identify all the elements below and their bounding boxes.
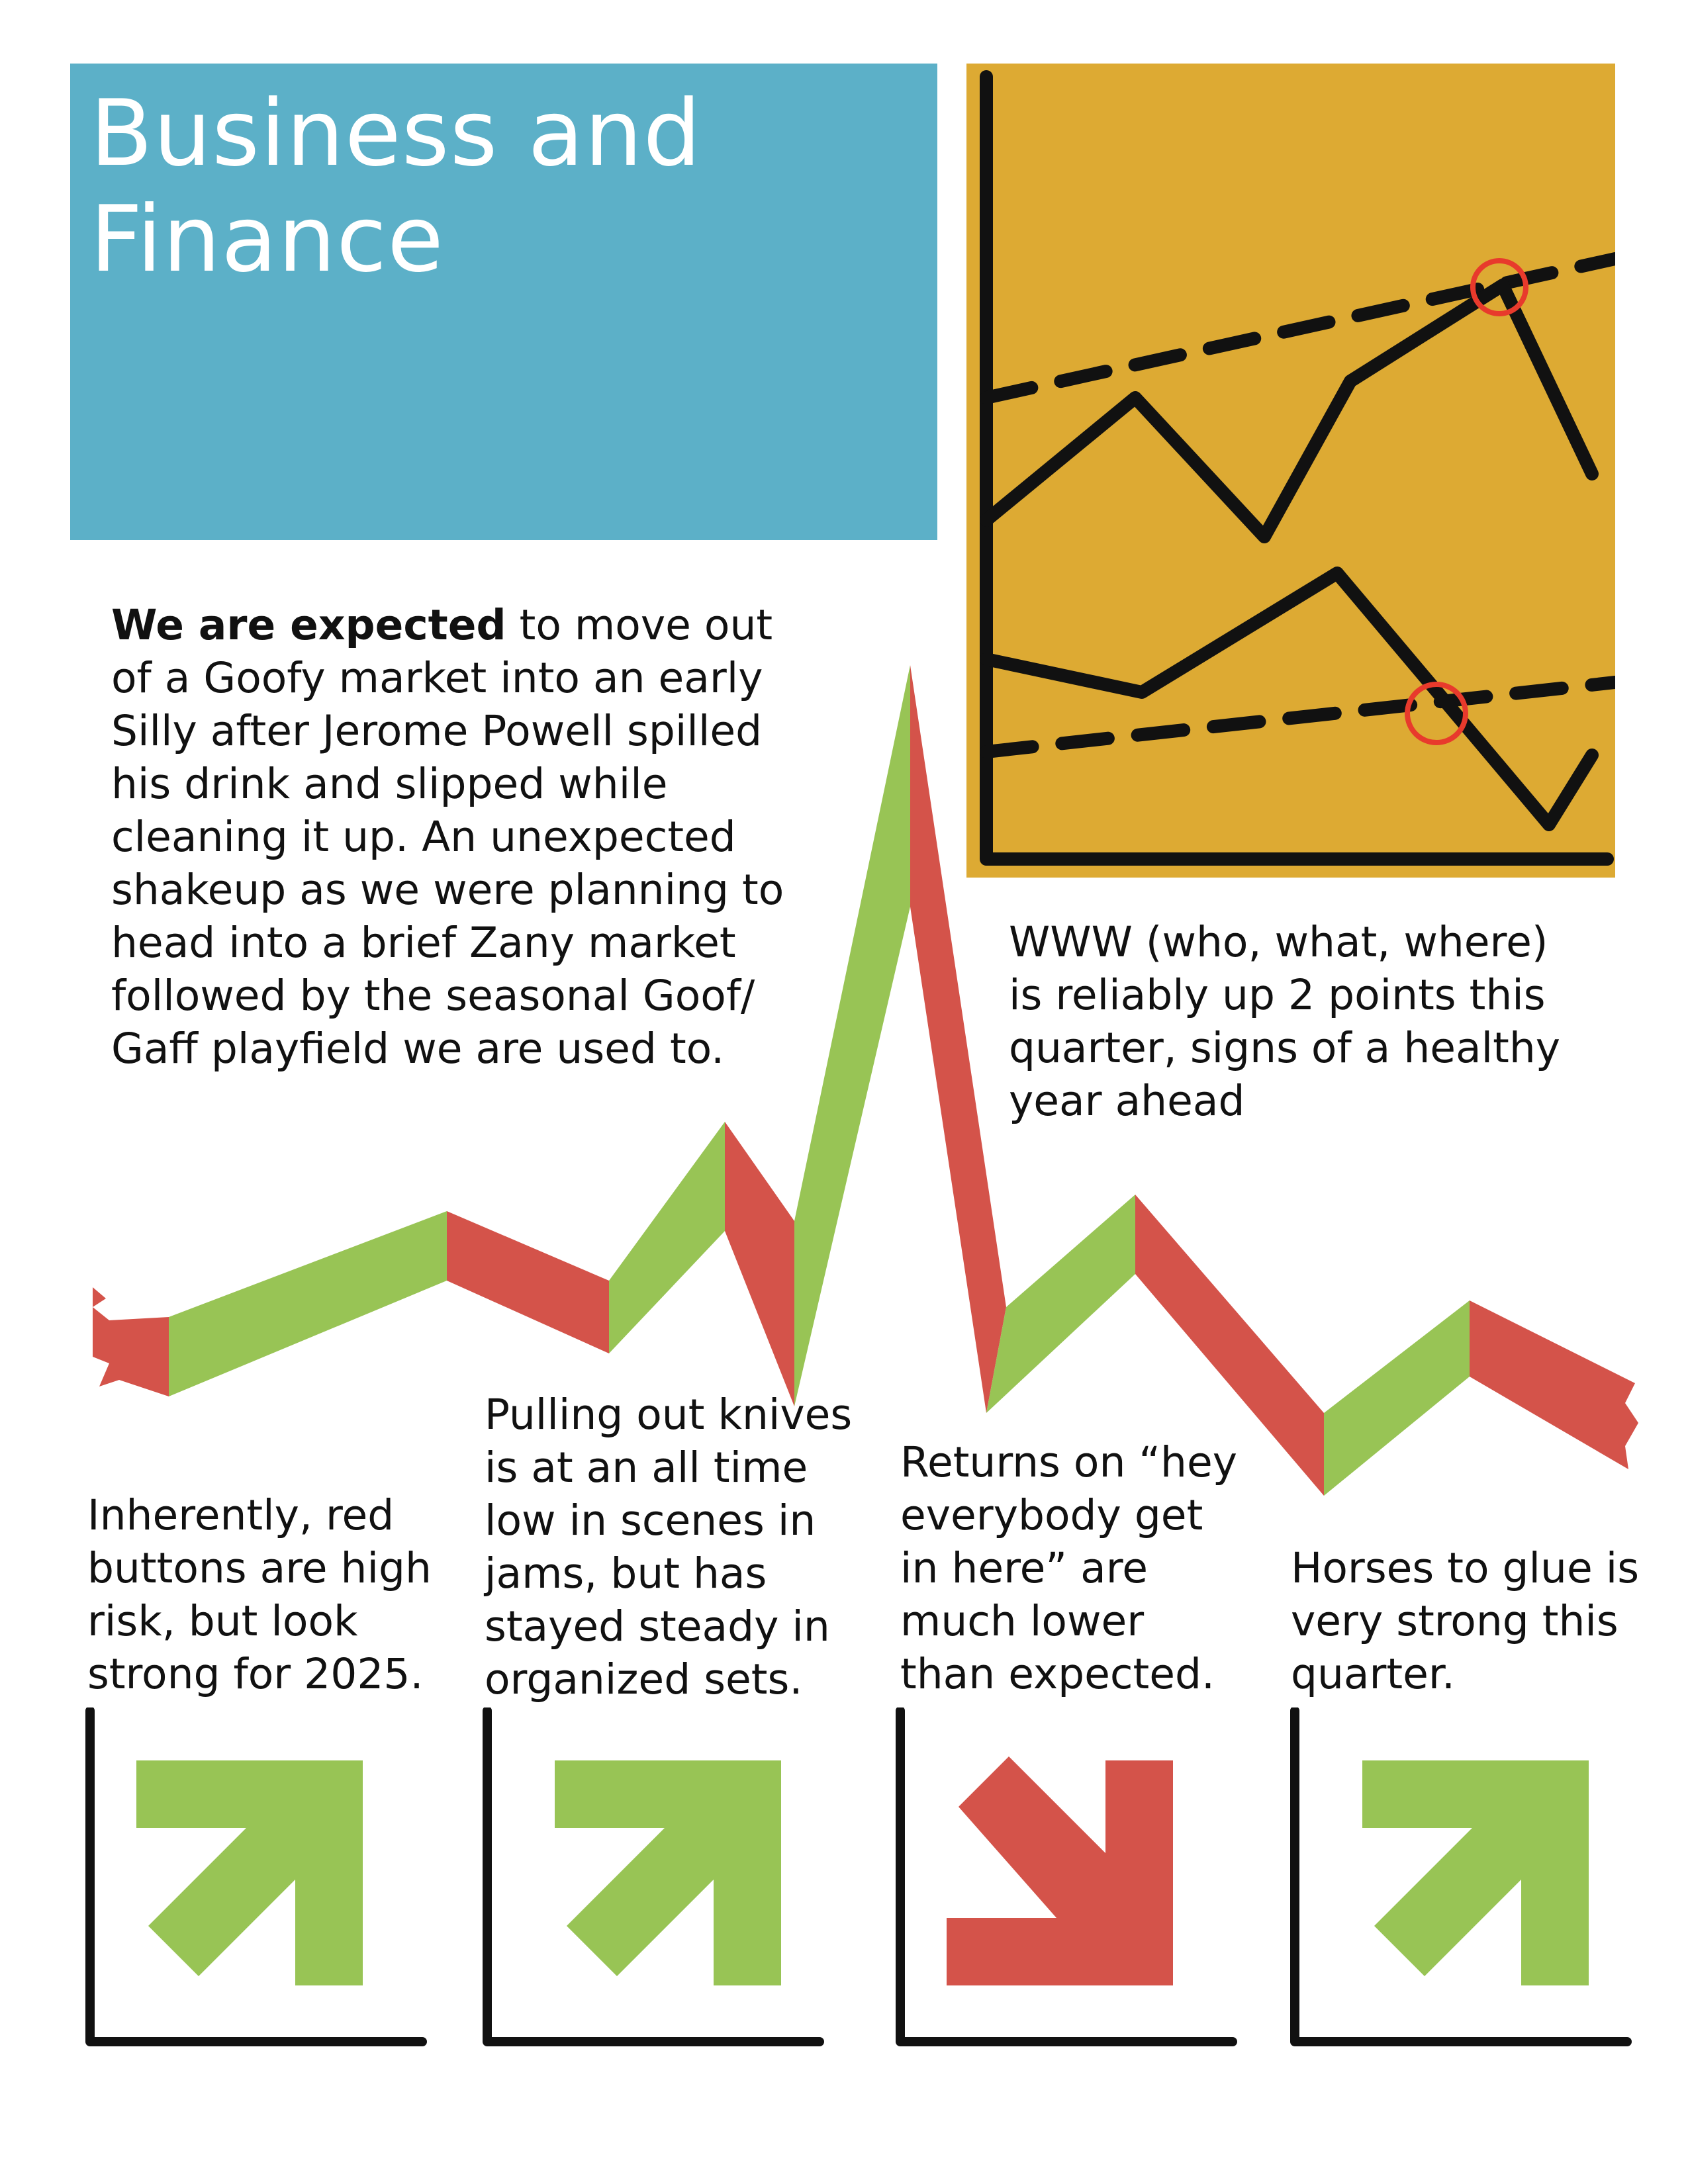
line-chart-icon xyxy=(980,70,1615,866)
arrow-up-icon xyxy=(555,1760,781,1985)
page-title: Business and Finance xyxy=(90,80,702,293)
lower-marker-circle xyxy=(1405,682,1468,745)
arrow-down-icon xyxy=(947,1756,1173,1985)
ribbon-segment xyxy=(794,665,910,1406)
caption-1: Inherently, red buttons are high risk, b… xyxy=(87,1491,432,1698)
mini-axes xyxy=(483,1706,824,2046)
upper-marker-circle xyxy=(1470,258,1528,316)
mini-axes xyxy=(1290,1706,1632,2046)
arrow-up-icon xyxy=(136,1760,363,1985)
ribbon-segment xyxy=(1470,1300,1638,1469)
caption-4: Horses to glue is very strong this quart… xyxy=(1291,1544,1640,1698)
ribbon-segment xyxy=(986,1195,1135,1413)
trend-chart-3 xyxy=(895,1706,1252,2078)
ribbon-segment xyxy=(609,1122,725,1353)
lower-trend-line xyxy=(980,676,1615,758)
caption-2: Pulling out knives is at an all time low… xyxy=(485,1390,853,1704)
intro-body: to move out of a Goofy market into an ea… xyxy=(111,601,784,1073)
mini-axes xyxy=(85,1706,427,2046)
trend-chart-2 xyxy=(482,1706,839,2078)
chart-illustration xyxy=(966,64,1615,878)
ribbon-segment xyxy=(910,665,1006,1413)
intro-lead: We are expected xyxy=(111,601,506,649)
upper-series-line xyxy=(980,279,1599,543)
ribbon-segment xyxy=(1135,1195,1324,1496)
www-note: WWW (who, what, where) is reliably up 2 … xyxy=(1009,918,1561,1125)
ribbon-segment xyxy=(1324,1300,1470,1496)
mini-axes xyxy=(896,1706,1237,2046)
upper-trend-line xyxy=(980,252,1615,404)
intro-paragraph: We are expected to move out of a Goofy m… xyxy=(111,599,786,1075)
title-panel: Business and Finance xyxy=(70,64,937,540)
ribbon-segment xyxy=(447,1211,609,1353)
arrow-up-icon xyxy=(1362,1760,1589,1985)
trend-chart-1 xyxy=(85,1706,442,2078)
chart-axes xyxy=(980,70,1614,866)
ribbon-segment xyxy=(93,1287,169,1396)
trend-chart-4 xyxy=(1289,1706,1647,2078)
lower-series-line xyxy=(980,567,1599,831)
caption-3: Returns on “hey everybody get in here” a… xyxy=(900,1438,1238,1698)
ribbon-segment xyxy=(169,1211,447,1396)
ribbon-segment xyxy=(725,1122,794,1406)
